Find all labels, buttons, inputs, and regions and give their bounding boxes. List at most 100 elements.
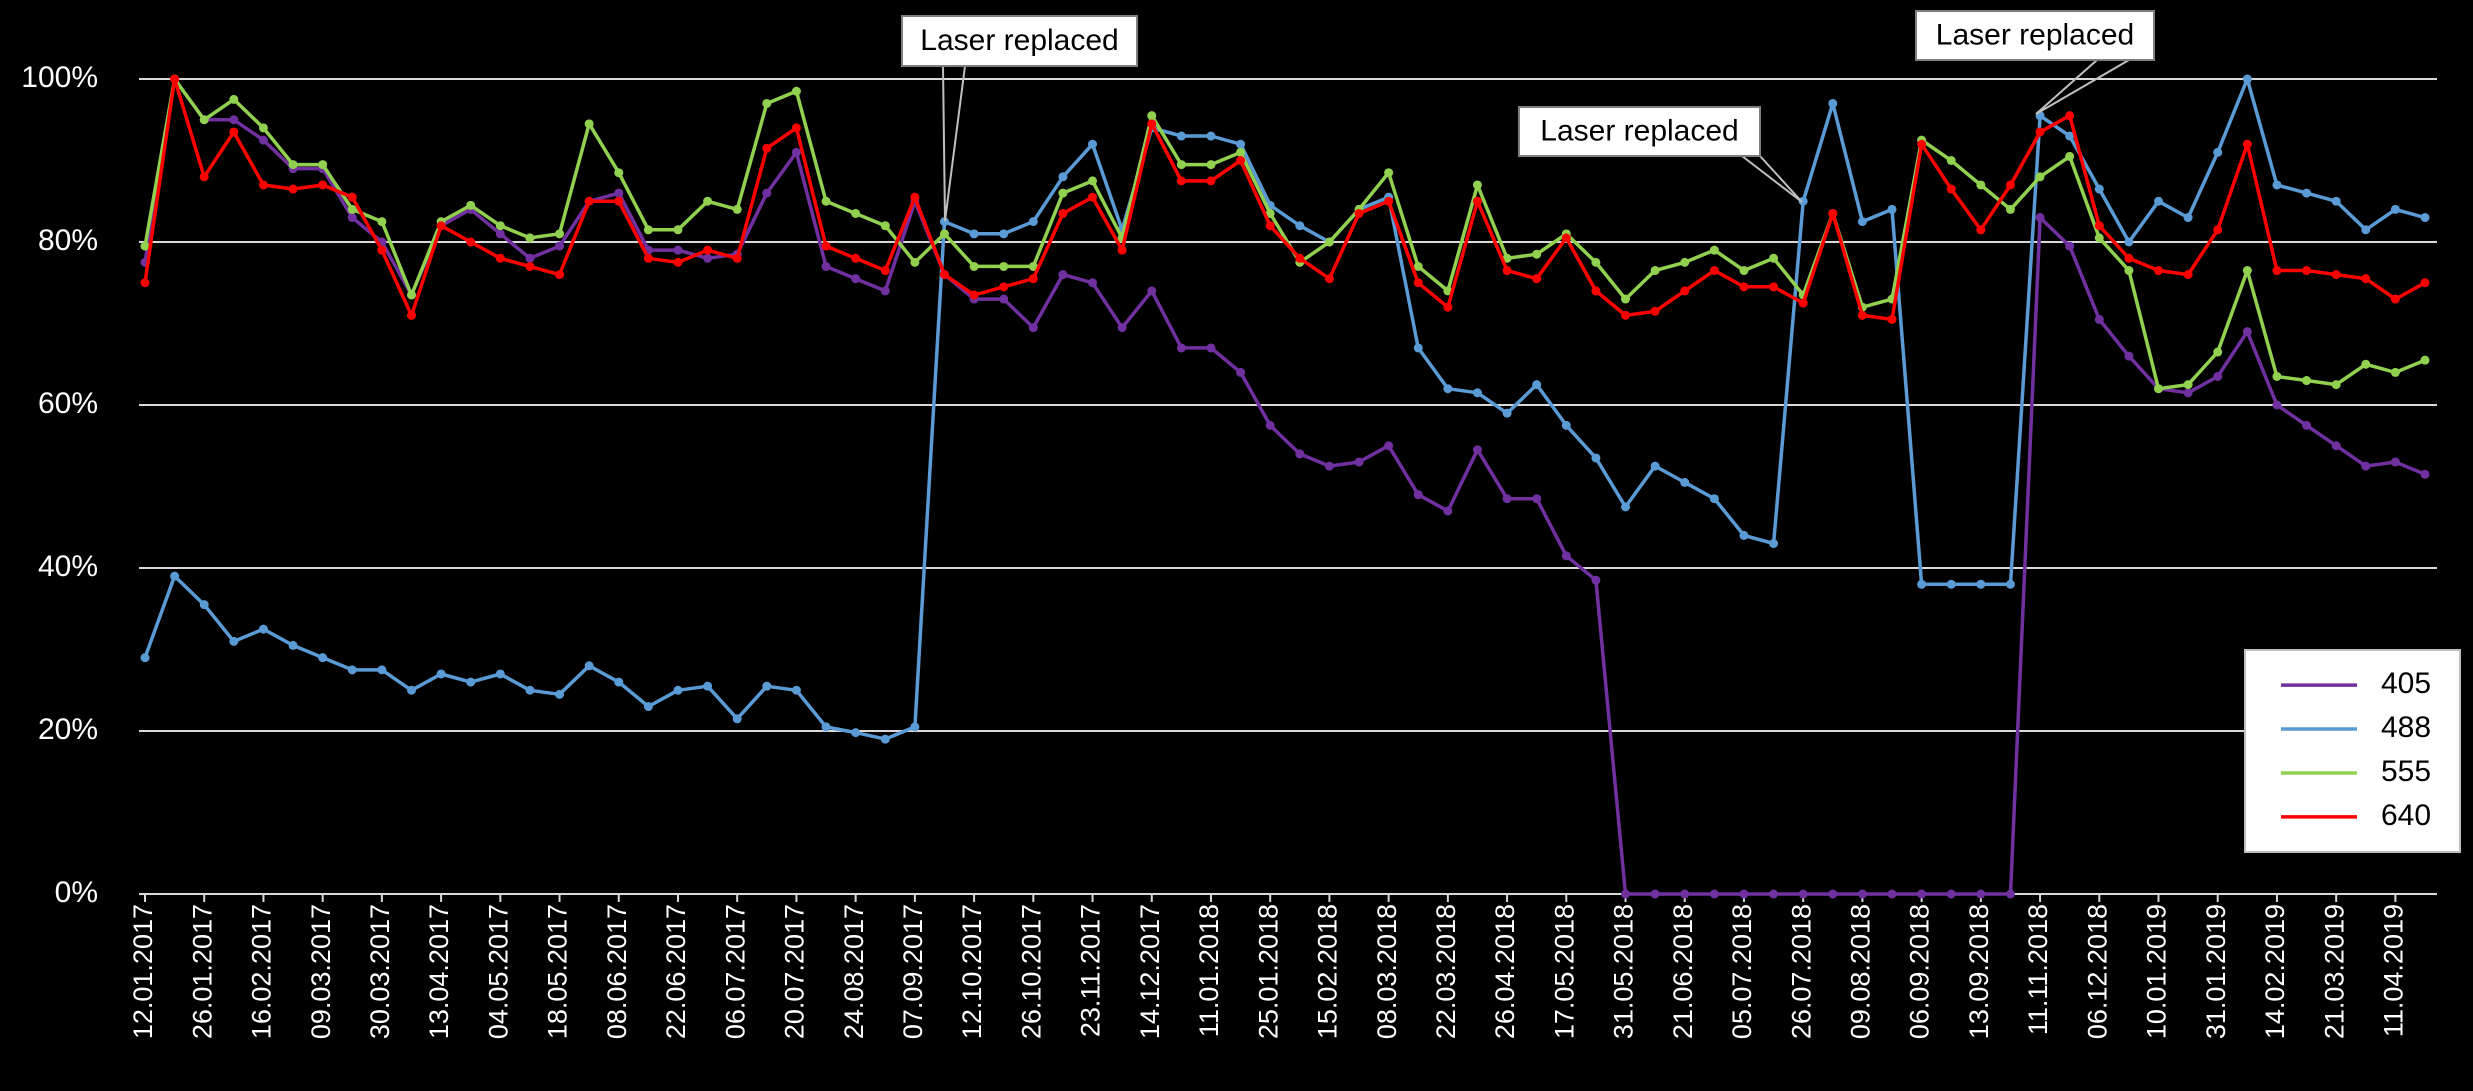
data-point	[1324, 274, 1334, 284]
data-point	[791, 86, 801, 96]
data-point	[1798, 298, 1808, 308]
data-point	[1058, 172, 1068, 182]
x-tick-label: 12.10.2017	[957, 904, 987, 1039]
data-point	[1532, 249, 1542, 259]
data-point	[406, 290, 416, 300]
data-point	[851, 208, 861, 218]
data-point	[1236, 156, 1246, 165]
data-point	[1413, 278, 1423, 288]
x-tick-label: 26.07.2018	[1786, 904, 1816, 1039]
x-tick-label: 17.05.2018	[1549, 904, 1579, 1039]
data-point	[969, 290, 979, 300]
data-point	[1739, 282, 1749, 292]
data-point	[673, 225, 683, 235]
data-point	[555, 270, 565, 280]
x-tick-label: 12.01.2017	[128, 904, 158, 1039]
data-point	[555, 689, 565, 699]
data-point	[1739, 266, 1749, 276]
x-tick-label: 06.09.2018	[1905, 904, 1935, 1039]
callout-box	[901, 15, 1138, 67]
data-point	[170, 571, 180, 581]
data-point	[969, 229, 979, 239]
data-point	[2005, 889, 2015, 899]
data-point	[288, 160, 298, 170]
data-point	[643, 225, 653, 235]
data-point	[2094, 184, 2104, 194]
callout-box	[1915, 10, 2155, 61]
data-point	[584, 119, 594, 129]
data-point	[2302, 188, 2312, 198]
data-point	[1532, 274, 1542, 284]
data-point	[1591, 453, 1601, 463]
data-point	[1917, 139, 1927, 149]
data-point	[2242, 74, 2252, 84]
data-point	[525, 261, 535, 271]
data-point	[791, 685, 801, 695]
data-point	[1680, 257, 1690, 267]
data-point	[880, 221, 890, 231]
data-point	[999, 282, 1009, 292]
data-point	[1206, 160, 1216, 170]
data-point	[939, 270, 949, 280]
data-point	[851, 253, 861, 263]
data-point	[880, 266, 890, 276]
x-tick-label: 09.03.2017	[306, 904, 336, 1039]
data-point	[1709, 245, 1719, 255]
data-point	[1443, 506, 1453, 516]
data-point	[288, 640, 298, 650]
x-tick-label: 31.05.2018	[1609, 904, 1639, 1039]
data-point	[1621, 889, 1631, 899]
x-tick-label: 24.08.2017	[839, 904, 869, 1039]
data-point	[170, 74, 180, 84]
data-point	[1206, 131, 1216, 141]
data-point	[258, 123, 268, 133]
data-point	[1443, 384, 1453, 394]
data-point	[1265, 208, 1275, 218]
data-point	[910, 722, 920, 732]
x-tick-label: 14.02.2019	[2260, 904, 2290, 1039]
data-point	[2183, 213, 2193, 223]
data-point	[1976, 180, 1986, 190]
x-tick-label: 30.03.2017	[365, 904, 395, 1039]
legend-label: 488	[2381, 711, 2431, 744]
series-line	[143, 77, 2426, 391]
data-point	[1206, 343, 1216, 353]
data-point	[1739, 889, 1749, 899]
data-point	[2213, 147, 2223, 157]
data-point	[1028, 261, 1038, 271]
data-point	[2154, 384, 2164, 394]
data-point	[2302, 420, 2312, 430]
data-point	[2124, 351, 2134, 361]
x-tick-label: 22.06.2017	[661, 904, 691, 1039]
data-point	[1976, 579, 1986, 589]
data-point	[1857, 310, 1867, 320]
data-point	[1709, 266, 1719, 276]
data-point	[525, 685, 535, 695]
x-tick-label: 18.05.2017	[543, 904, 573, 1039]
data-point	[614, 188, 624, 198]
data-point	[584, 196, 594, 206]
data-point	[1857, 217, 1867, 227]
data-point	[1769, 889, 1779, 899]
data-point	[851, 274, 861, 284]
data-point	[2361, 461, 2371, 471]
data-point	[2065, 241, 2075, 251]
data-point	[2035, 213, 2045, 223]
data-point	[436, 221, 446, 231]
data-point	[1561, 420, 1571, 430]
x-tick-label: 11.04.2019	[2379, 904, 2409, 1037]
x-tick-label: 10.01.2019	[2142, 904, 2172, 1039]
data-point	[1739, 530, 1749, 540]
data-point	[1798, 196, 1808, 206]
data-point	[1650, 306, 1660, 316]
data-point	[1502, 266, 1512, 276]
data-point	[1769, 253, 1779, 263]
x-tick-label: 14.12.2017	[1135, 904, 1165, 1039]
data-point	[1088, 176, 1098, 186]
data-point	[1147, 286, 1157, 296]
data-point	[1561, 551, 1571, 561]
data-point	[318, 160, 328, 170]
series-line	[143, 77, 2426, 896]
